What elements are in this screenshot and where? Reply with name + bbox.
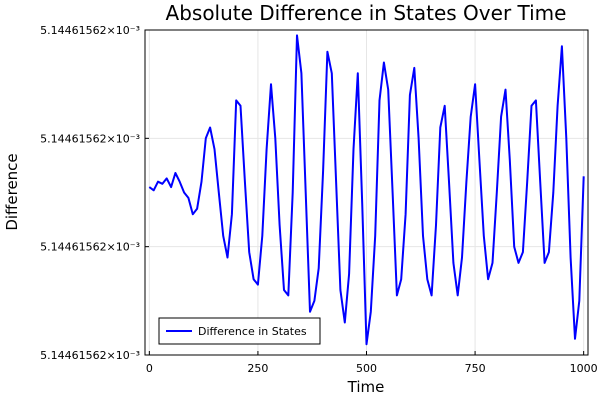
x-tick-label: 0	[146, 362, 153, 375]
y-tick-label: 5.14461562×10⁻³	[40, 241, 140, 254]
chart-title: Absolute Difference in States Over Time	[166, 1, 567, 25]
y-axis-label: Difference	[3, 153, 21, 230]
x-axis-label: Time	[347, 378, 385, 396]
x-tick-label: 750	[465, 362, 486, 375]
legend: Difference in States	[158, 317, 321, 345]
y-tick-label: 5.14461562×10⁻³	[40, 24, 140, 37]
y-tick-label: 5.14461562×10⁻³	[40, 132, 140, 145]
x-tick-label: 1000	[570, 362, 598, 375]
y-tick-label: 5.14461562×10⁻³	[40, 349, 140, 362]
legend-label: Difference in States	[198, 325, 307, 338]
grid	[145, 29, 588, 356]
x-axis-ticks: 0 250 500 750 1000	[146, 351, 598, 375]
x-tick-label: 250	[247, 362, 268, 375]
series-line	[148, 34, 585, 346]
legend-box	[158, 317, 321, 345]
x-tick-label: 500	[356, 362, 377, 375]
y-axis-ticks: 5.14461562×10⁻³ 5.14461562×10⁻³ 5.14461562…	[40, 24, 149, 362]
